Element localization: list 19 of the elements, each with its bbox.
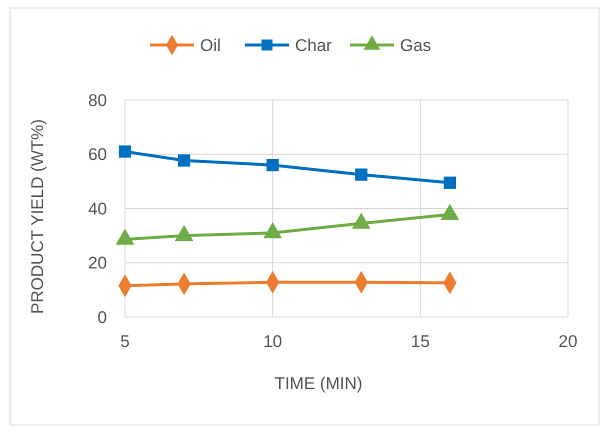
point <box>178 154 190 167</box>
x-tick-label: 10 <box>263 332 282 351</box>
point <box>355 168 368 181</box>
x-tick-label: 15 <box>410 332 430 351</box>
x-axis-title: TIME (MIN) <box>274 374 362 393</box>
point <box>266 158 279 172</box>
y-tick-label: 0 <box>98 308 107 327</box>
y-tick-label: 60 <box>88 145 107 164</box>
legend-label: Oil <box>200 36 221 55</box>
point <box>444 176 456 189</box>
legend-label: Gas <box>400 36 432 55</box>
x-tick-label: 20 <box>558 332 578 351</box>
y-tick-label: 80 <box>88 90 107 110</box>
y-axis-title: PRODUCT YIELD (WT%) <box>28 119 47 314</box>
legend-label: Char <box>295 36 332 55</box>
point <box>118 145 132 158</box>
y-tick-label: 40 <box>88 199 107 218</box>
x-tick-label: 5 <box>120 332 130 351</box>
y-tick-label: 20 <box>88 254 107 273</box>
